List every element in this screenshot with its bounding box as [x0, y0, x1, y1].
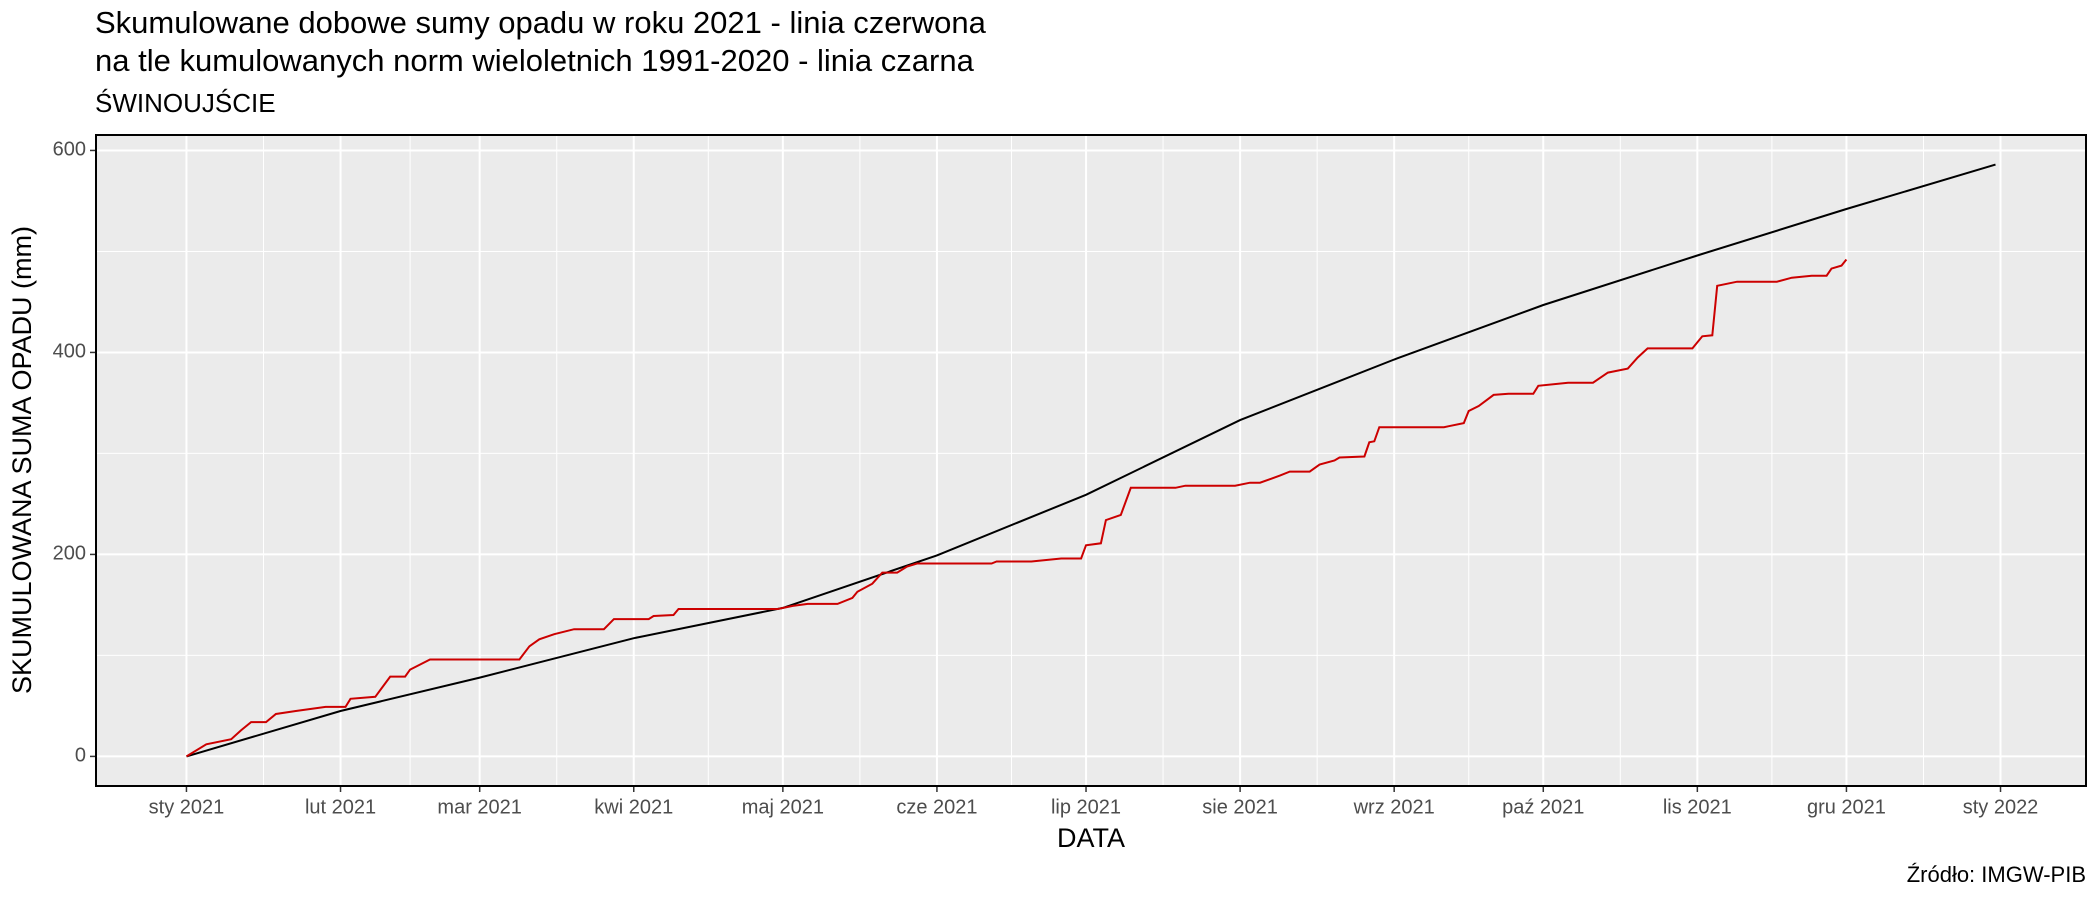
x-tick-label: mar 2021 [437, 796, 522, 818]
x-tick-label: lis 2021 [1663, 796, 1732, 818]
caption: Źródło: IMGW-PIB [1907, 862, 2086, 887]
x-tick-label: sie 2021 [1202, 796, 1278, 818]
y-tick-label: 400 [53, 341, 86, 363]
x-tick-label: lip 2021 [1051, 796, 1121, 818]
y-axis-title: SKUMULOWANA SUMA OPADU (mm) [7, 226, 37, 694]
data-line [186, 163, 1996, 758]
x-tick-label: maj 2021 [742, 796, 824, 818]
x-tick-label: sty 2022 [1963, 796, 2039, 818]
x-tick-label: wrz 2021 [1353, 796, 1435, 818]
x-tick-label: paź 2021 [1502, 796, 1584, 818]
x-tick-label: cze 2021 [896, 796, 977, 818]
x-axis-title: DATA [1057, 823, 1125, 853]
plot-border [95, 134, 2087, 787]
y-tick-label: 0 [75, 745, 86, 767]
y-tick-label: 200 [53, 543, 86, 565]
x-tick-label: sty 2021 [149, 796, 225, 818]
x-tick-label: gru 2021 [1807, 796, 1886, 818]
chart-title-line: Skumulowane dobowe sumy opadu w roku 202… [95, 5, 987, 40]
y-tick-label: 600 [53, 139, 86, 161]
chart-subtitle: ŚWINOUJŚCIE [95, 88, 276, 118]
x-tick-label: kwi 2021 [594, 796, 673, 818]
plot-background [96, 135, 2086, 786]
x-tick-label: lut 2021 [305, 796, 376, 818]
chart-title-line: na tle kumulowanych norm wieloletnich 19… [95, 43, 975, 78]
data-line [185, 258, 1848, 758]
